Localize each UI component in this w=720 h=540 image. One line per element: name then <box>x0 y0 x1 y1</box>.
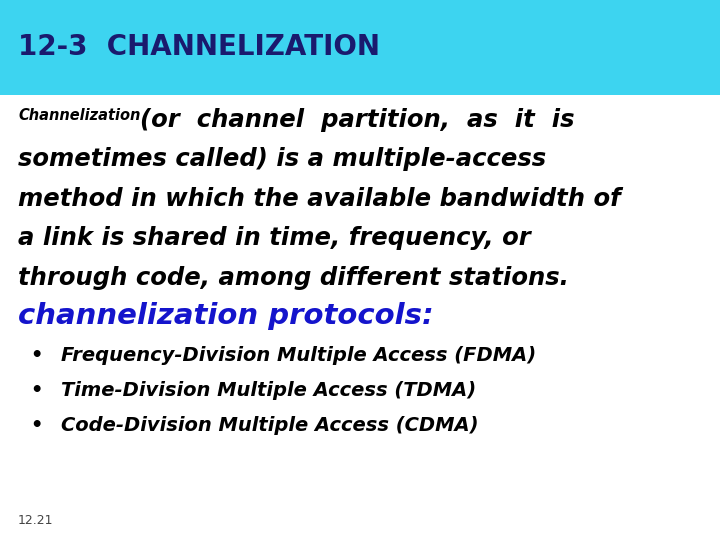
Text: Code-Division Multiple Access (CDMA): Code-Division Multiple Access (CDMA) <box>61 416 479 435</box>
Text: 12-3  CHANNELIZATION: 12-3 CHANNELIZATION <box>18 33 380 61</box>
Text: channelization protocols:: channelization protocols: <box>18 302 433 330</box>
Text: (or  channel  partition,  as  it  is: (or channel partition, as it is <box>140 108 575 132</box>
Text: method in which the available bandwidth of: method in which the available bandwidth … <box>18 187 621 211</box>
Text: through code, among different stations.: through code, among different stations. <box>18 266 569 289</box>
Text: Frequency-Division Multiple Access (FDMA): Frequency-Division Multiple Access (FDMA… <box>61 346 536 365</box>
Text: •: • <box>30 416 42 435</box>
Text: sometimes called) is a multiple-access: sometimes called) is a multiple-access <box>18 147 546 171</box>
Text: Channelization: Channelization <box>18 108 140 123</box>
Text: •: • <box>30 346 42 365</box>
Text: •: • <box>30 381 42 400</box>
Text: 12.21: 12.21 <box>18 514 53 526</box>
Bar <box>0 0 720 94</box>
Text: Time-Division Multiple Access (TDMA): Time-Division Multiple Access (TDMA) <box>61 381 477 400</box>
Text: a link is shared in time, frequency, or: a link is shared in time, frequency, or <box>18 226 531 250</box>
